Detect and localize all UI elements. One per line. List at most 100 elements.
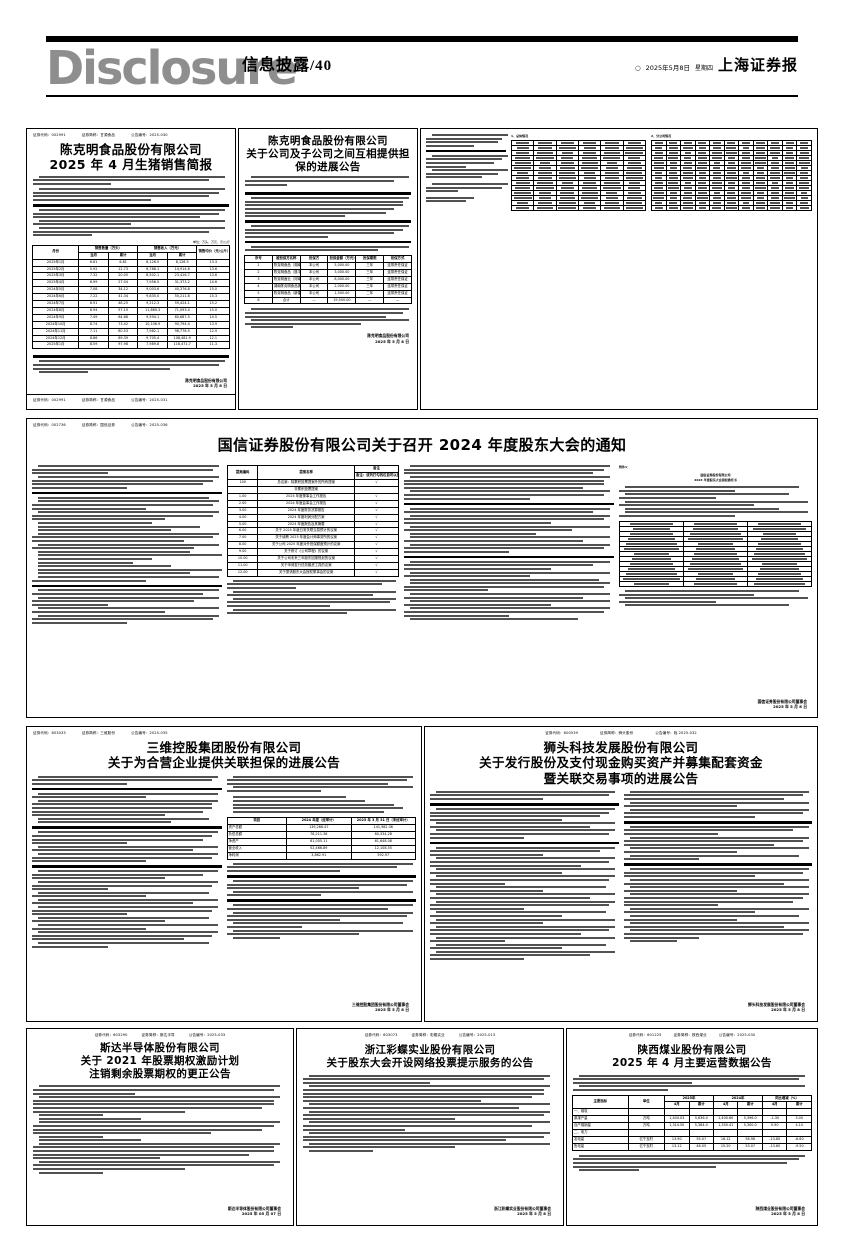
- table-row: [651, 180, 812, 186]
- article-code-line: 证券代码：601225 证券简称：陕西煤业 公告编号：2025-030: [567, 1029, 817, 1040]
- table-row: 6 合计 —19,500.00— —: [244, 296, 412, 305]
- table-cell: 27.04: [107, 279, 139, 288]
- table-cell: 7,989.8: [137, 341, 168, 350]
- article-title-line-2: 2025 年 4 月主要运营数据公告: [612, 1056, 772, 1069]
- table-cell: 8.86: [78, 334, 109, 343]
- table-cell: 11,669.3: [137, 306, 168, 315]
- table-cell: 2025年4月: [31, 279, 80, 288]
- table-cell: 9,835.0: [137, 293, 168, 302]
- th-avg-price: 销售均价（元/公斤）: [196, 244, 230, 260]
- announcement-no: 公告编号：2025-013: [458, 1033, 496, 1037]
- article-financial-tables: 1、总体情况 2、分公司情况: [420, 128, 818, 410]
- sanwei-financial-table-body: 资产总额 139,266.47 141,982.36 负债总额 78,211.36 80,…: [226, 824, 417, 860]
- table-row: 7.00 关于续聘 2025 年度会计师事务所的议案 √: [226, 534, 400, 543]
- table-cell: 8,126.5: [137, 258, 168, 267]
- table-cell: [723, 205, 740, 211]
- table-cell: √: [353, 492, 400, 501]
- article-starpower-option: 证券代码：603290 证券简称：斯达半导 公告编号：2025-033 斯达半导…: [26, 1028, 294, 1226]
- th-2024-cum: 累计: [737, 1101, 763, 1110]
- table-cell: 9.00: [226, 548, 259, 557]
- table-row: [651, 175, 812, 181]
- table-cell: 139,266.47: [286, 824, 352, 833]
- th-volume: 销售数量（万头）: [78, 244, 139, 253]
- table-cell: √: [353, 534, 400, 543]
- table-cell: [510, 205, 535, 211]
- masthead: Disclosure 信息披露/40 ○ 2025年5月8日 星期四 上海证券报: [46, 36, 798, 97]
- table-row: 2025年1月 8.59 97.98 7,989.8 116,471.7 11.3: [31, 341, 230, 350]
- article-title-line-2: 关于股东大会开设网络投票提示服务的公告: [326, 1056, 534, 1069]
- table-cell: 57.19: [107, 306, 139, 315]
- security-code: 证券代码：600539: [545, 731, 579, 735]
- table-cell: 2024年6月: [31, 293, 80, 302]
- table-cell: 售电量: [572, 1142, 629, 1151]
- th-vote-col: 备注：该列打勾的栏目可以投票: [353, 472, 400, 481]
- table-cell: 资产总额: [226, 824, 288, 833]
- article-signature: 狮头科技发展股份有限公司董事会 2025 年 5 月 8 日: [748, 999, 813, 1018]
- table-cell: 3: [244, 275, 273, 284]
- table-cell: 10.00: [226, 555, 259, 563]
- table-cell: 2: [244, 268, 273, 277]
- table-cell: 12.73: [107, 265, 139, 274]
- guosen-proxy-table: [619, 521, 812, 588]
- table-cell: 1,314.50: [664, 1122, 690, 1131]
- table-row: 2025年1月 6.81 6.81 8,126.5 8,126.5 13.3: [31, 258, 230, 267]
- th-rev-month: 当月: [137, 251, 168, 260]
- th-rev-cum: 累计: [166, 251, 198, 260]
- table-cell: 13.6: [196, 265, 230, 274]
- table-cell: 6.00: [226, 527, 259, 536]
- security-name: 证券简称：甘源食品: [81, 133, 116, 137]
- sign-company: 陈克明食品股份有限公司: [367, 332, 409, 338]
- article-title-line-3: 暨关联交易事项的进展公告: [543, 770, 699, 786]
- article-code-line: 证券代码：603290 证券简称：斯达半导 公告编号：2025-033: [27, 1029, 293, 1040]
- table-cell: 108,481.9: [166, 334, 198, 343]
- table-cell: 6,788.1: [137, 265, 168, 274]
- table-row: 2024年8月 8.94 57.19 11,669.3 71,093.4 15.0: [31, 306, 230, 315]
- table-cell: √: [353, 568, 400, 577]
- table-row: 2024年11月 7.11 80.53 7,982.1 98,776.5 12.9: [31, 327, 230, 336]
- table-cell: -9.50: [786, 1142, 812, 1151]
- table-cell: 连带责任保证: [383, 282, 412, 291]
- article-signature: 斯达半导体股份有限公司董事会 2025 年 05 月 07 日: [228, 1203, 289, 1222]
- table-cell: 二、电力: [572, 1129, 629, 1137]
- table-header-cell: 担保期限: [355, 255, 385, 263]
- table-cell: 7.00: [226, 534, 259, 543]
- table-cell: 9,003.6: [137, 286, 168, 295]
- table-cell: —: [299, 296, 329, 305]
- table-cell: √: [353, 499, 400, 508]
- masthead-page-number: /40: [310, 58, 333, 74]
- table-cell: 净利润: [226, 851, 288, 860]
- fin-table-1-body: [510, 140, 647, 211]
- table-row: 6.00 关于 2025 年度日常关联交易预计的议案 √: [226, 527, 400, 536]
- sign-date: 2025 年 5 月 8 日: [771, 1211, 805, 1217]
- table-row: 2024年12月 8.86 89.39 9,705.4 108,481.9 12.1: [31, 334, 230, 343]
- table-cell: [747, 581, 812, 588]
- table-cell: 15.0: [196, 286, 230, 295]
- article-title: 狮头科技发展股份有限公司 关于发行股份及支付现金购买资产并募集配套资金 暨关联交…: [425, 738, 817, 788]
- security-name: 证券简称：斯达半导: [141, 1033, 175, 1037]
- article-title: 斯达半导体股份有限公司 关于 2021 年股票期权激励计划 注销剩余股票期权的更…: [27, 1040, 293, 1082]
- table-cell: √: [353, 520, 400, 529]
- table-cell: —: [355, 296, 385, 305]
- article-lead: [567, 1072, 817, 1091]
- fin-table-col-2: 2、分公司情况: [651, 134, 812, 211]
- article-title: 国信证券股份有限公司关于召开 2024 年度股东大会的通知: [217, 436, 627, 454]
- table-cell: 58.98: [737, 1136, 763, 1144]
- table-cell: 8.74: [78, 320, 109, 329]
- masthead-section-cn: 信息披露: [242, 55, 311, 74]
- table-cell: 陈克明食品（新疆）有限公司: [271, 289, 301, 298]
- table-cell: 2024年5月: [31, 286, 80, 295]
- th-yoy: 同比增减（%）: [761, 1094, 813, 1103]
- th-unit: 单位: [627, 1094, 666, 1110]
- article-signature: 陈克明食品股份有限公司 2025 年 5 月 8 日: [239, 330, 417, 349]
- announcement-no: 公告编号：2025-033: [188, 1033, 226, 1037]
- table-row: 净利润 3,862.91 592.97: [226, 851, 417, 860]
- table-cell: 7,982.1: [137, 327, 168, 336]
- table-cell: 三年: [355, 268, 385, 277]
- table-cell: 31,373.2: [166, 279, 198, 288]
- article-title-line-2: 关于公司及子公司之间互相提供担保的进展公告: [246, 147, 410, 173]
- table-cell: 592.97: [350, 851, 417, 860]
- article-signature: 浙江彩蝶实业股份有限公司董事会 2025 年 5 月 8 日: [494, 1203, 559, 1222]
- table-cell: 连带责任保证: [383, 275, 412, 284]
- table-cell: 6.91: [78, 300, 109, 308]
